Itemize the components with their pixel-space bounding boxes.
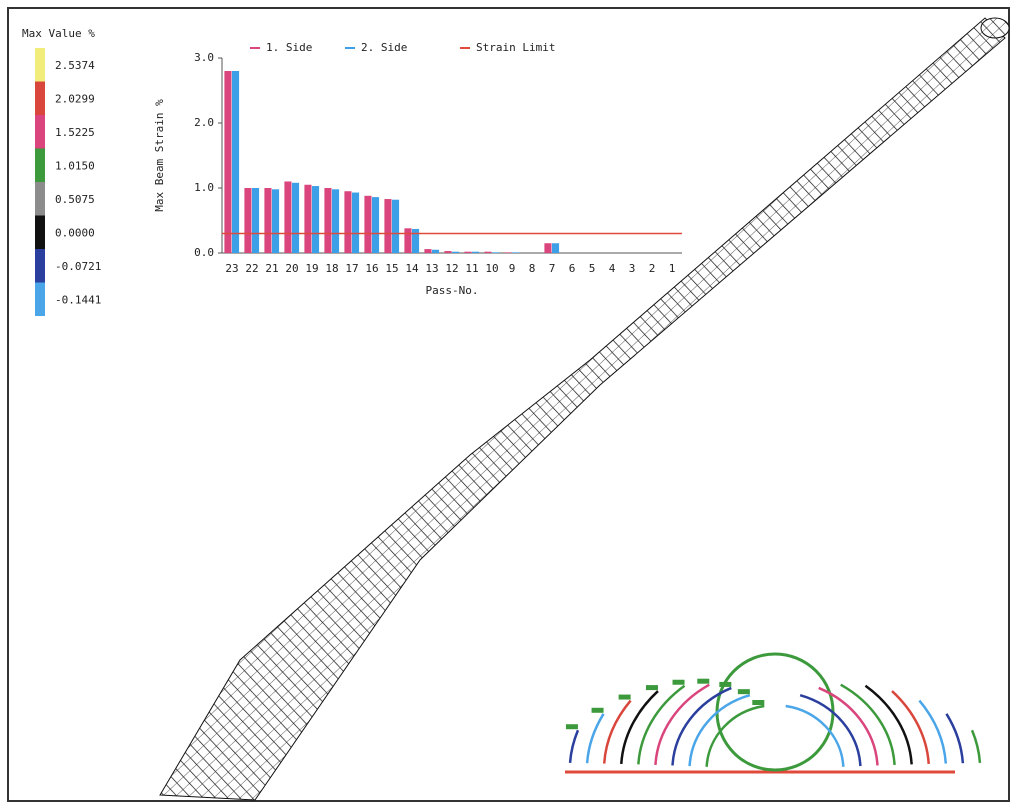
scale-swatch	[35, 82, 45, 116]
x-tick-label: 15	[385, 262, 398, 275]
bar	[404, 228, 411, 253]
y-tick-label: 2.0	[194, 116, 214, 129]
x-tick-label: 7	[549, 262, 556, 275]
bar	[352, 193, 359, 253]
y-tick-label: 0.0	[194, 246, 214, 259]
x-tick-label: 9	[509, 262, 516, 275]
bar	[372, 197, 379, 253]
bar	[392, 200, 399, 253]
scale-label: 0.5075	[55, 193, 95, 206]
bar	[264, 188, 271, 253]
edge-tag	[566, 724, 578, 729]
scale-label: 0.0000	[55, 227, 95, 240]
bar	[244, 188, 251, 253]
bar	[384, 199, 391, 253]
bar	[252, 188, 259, 253]
scale-title: Max Value %	[22, 27, 95, 40]
edge-tag	[738, 689, 750, 694]
x-tick-label: 6	[569, 262, 576, 275]
scale-swatch	[35, 48, 45, 82]
bar	[504, 252, 511, 253]
scale-swatch	[35, 249, 45, 283]
bar	[544, 243, 551, 253]
bar	[412, 229, 419, 253]
scale-label: 2.5374	[55, 59, 95, 72]
scale-label: -0.0721	[55, 260, 101, 273]
x-tick-label: 4	[609, 262, 616, 275]
x-tick-label: 16	[365, 262, 378, 275]
x-tick-label: 3	[629, 262, 636, 275]
bar	[332, 189, 339, 253]
bar	[464, 252, 471, 253]
scale-label: 1.0150	[55, 160, 95, 173]
x-tick-label: 17	[345, 262, 358, 275]
scale-label: 1.5225	[55, 126, 95, 139]
x-tick-label: 2	[649, 262, 656, 275]
edge-tag	[697, 679, 709, 684]
y-tick-label: 1.0	[194, 181, 214, 194]
x-tick-label: 1	[669, 262, 676, 275]
scale-swatch	[35, 149, 45, 183]
scale-swatch	[35, 216, 45, 250]
edge-tag	[646, 685, 658, 690]
bar	[292, 183, 299, 253]
bar	[484, 252, 491, 253]
bar	[312, 186, 319, 253]
scale-swatch	[35, 283, 45, 317]
bar	[512, 252, 519, 253]
legend-label: Strain Limit	[476, 41, 555, 54]
x-tick-label: 10	[485, 262, 498, 275]
edge-tag	[592, 708, 604, 713]
x-tick-label: 19	[305, 262, 318, 275]
x-tick-label: 13	[425, 262, 438, 275]
tube-end	[981, 18, 1009, 38]
bar	[324, 188, 331, 253]
bar	[424, 249, 431, 253]
x-tick-label: 14	[405, 262, 419, 275]
bar	[272, 189, 279, 253]
x-tick-label: 23	[225, 262, 238, 275]
screenshot: Max Value % 2.5374 2.0299 1.5225 1.0150 0.507…	[0, 0, 1017, 809]
legend-label: 1. Side	[266, 41, 312, 54]
bar	[224, 71, 231, 253]
scale-label: -0.1441	[55, 294, 101, 307]
bar	[232, 71, 239, 253]
x-tick-label: 18	[325, 262, 338, 275]
x-tick-label: 11	[465, 262, 478, 275]
legend-label: 2. Side	[361, 41, 407, 54]
bar	[304, 185, 311, 253]
y-axis-title: Max Beam Strain %	[153, 99, 166, 212]
bar	[344, 191, 351, 253]
bar	[364, 196, 371, 253]
x-tick-label: 5	[589, 262, 596, 275]
edge-tag	[719, 682, 731, 687]
bar	[552, 243, 559, 253]
x-tick-label: 20	[285, 262, 298, 275]
edge-tag	[673, 680, 685, 685]
x-tick-label: 21	[265, 262, 278, 275]
x-tick-label: 12	[445, 262, 458, 275]
canvas: Max Value % 2.5374 2.0299 1.5225 1.0150 0.507…	[0, 0, 1017, 809]
x-tick-label: 22	[245, 262, 258, 275]
bar	[444, 251, 451, 253]
scale-swatch	[35, 115, 45, 149]
x-tick-label: 8	[529, 262, 536, 275]
bar	[472, 252, 479, 253]
scale-swatch	[35, 182, 45, 216]
bar	[452, 252, 459, 253]
bar	[432, 250, 439, 253]
bar	[492, 252, 499, 253]
x-axis-title: Pass-No.	[426, 284, 479, 297]
edge-tag	[752, 700, 764, 705]
bar	[284, 182, 291, 254]
edge-tag	[619, 695, 631, 700]
y-tick-label: 3.0	[194, 51, 214, 64]
scale-label: 2.0299	[55, 93, 95, 106]
